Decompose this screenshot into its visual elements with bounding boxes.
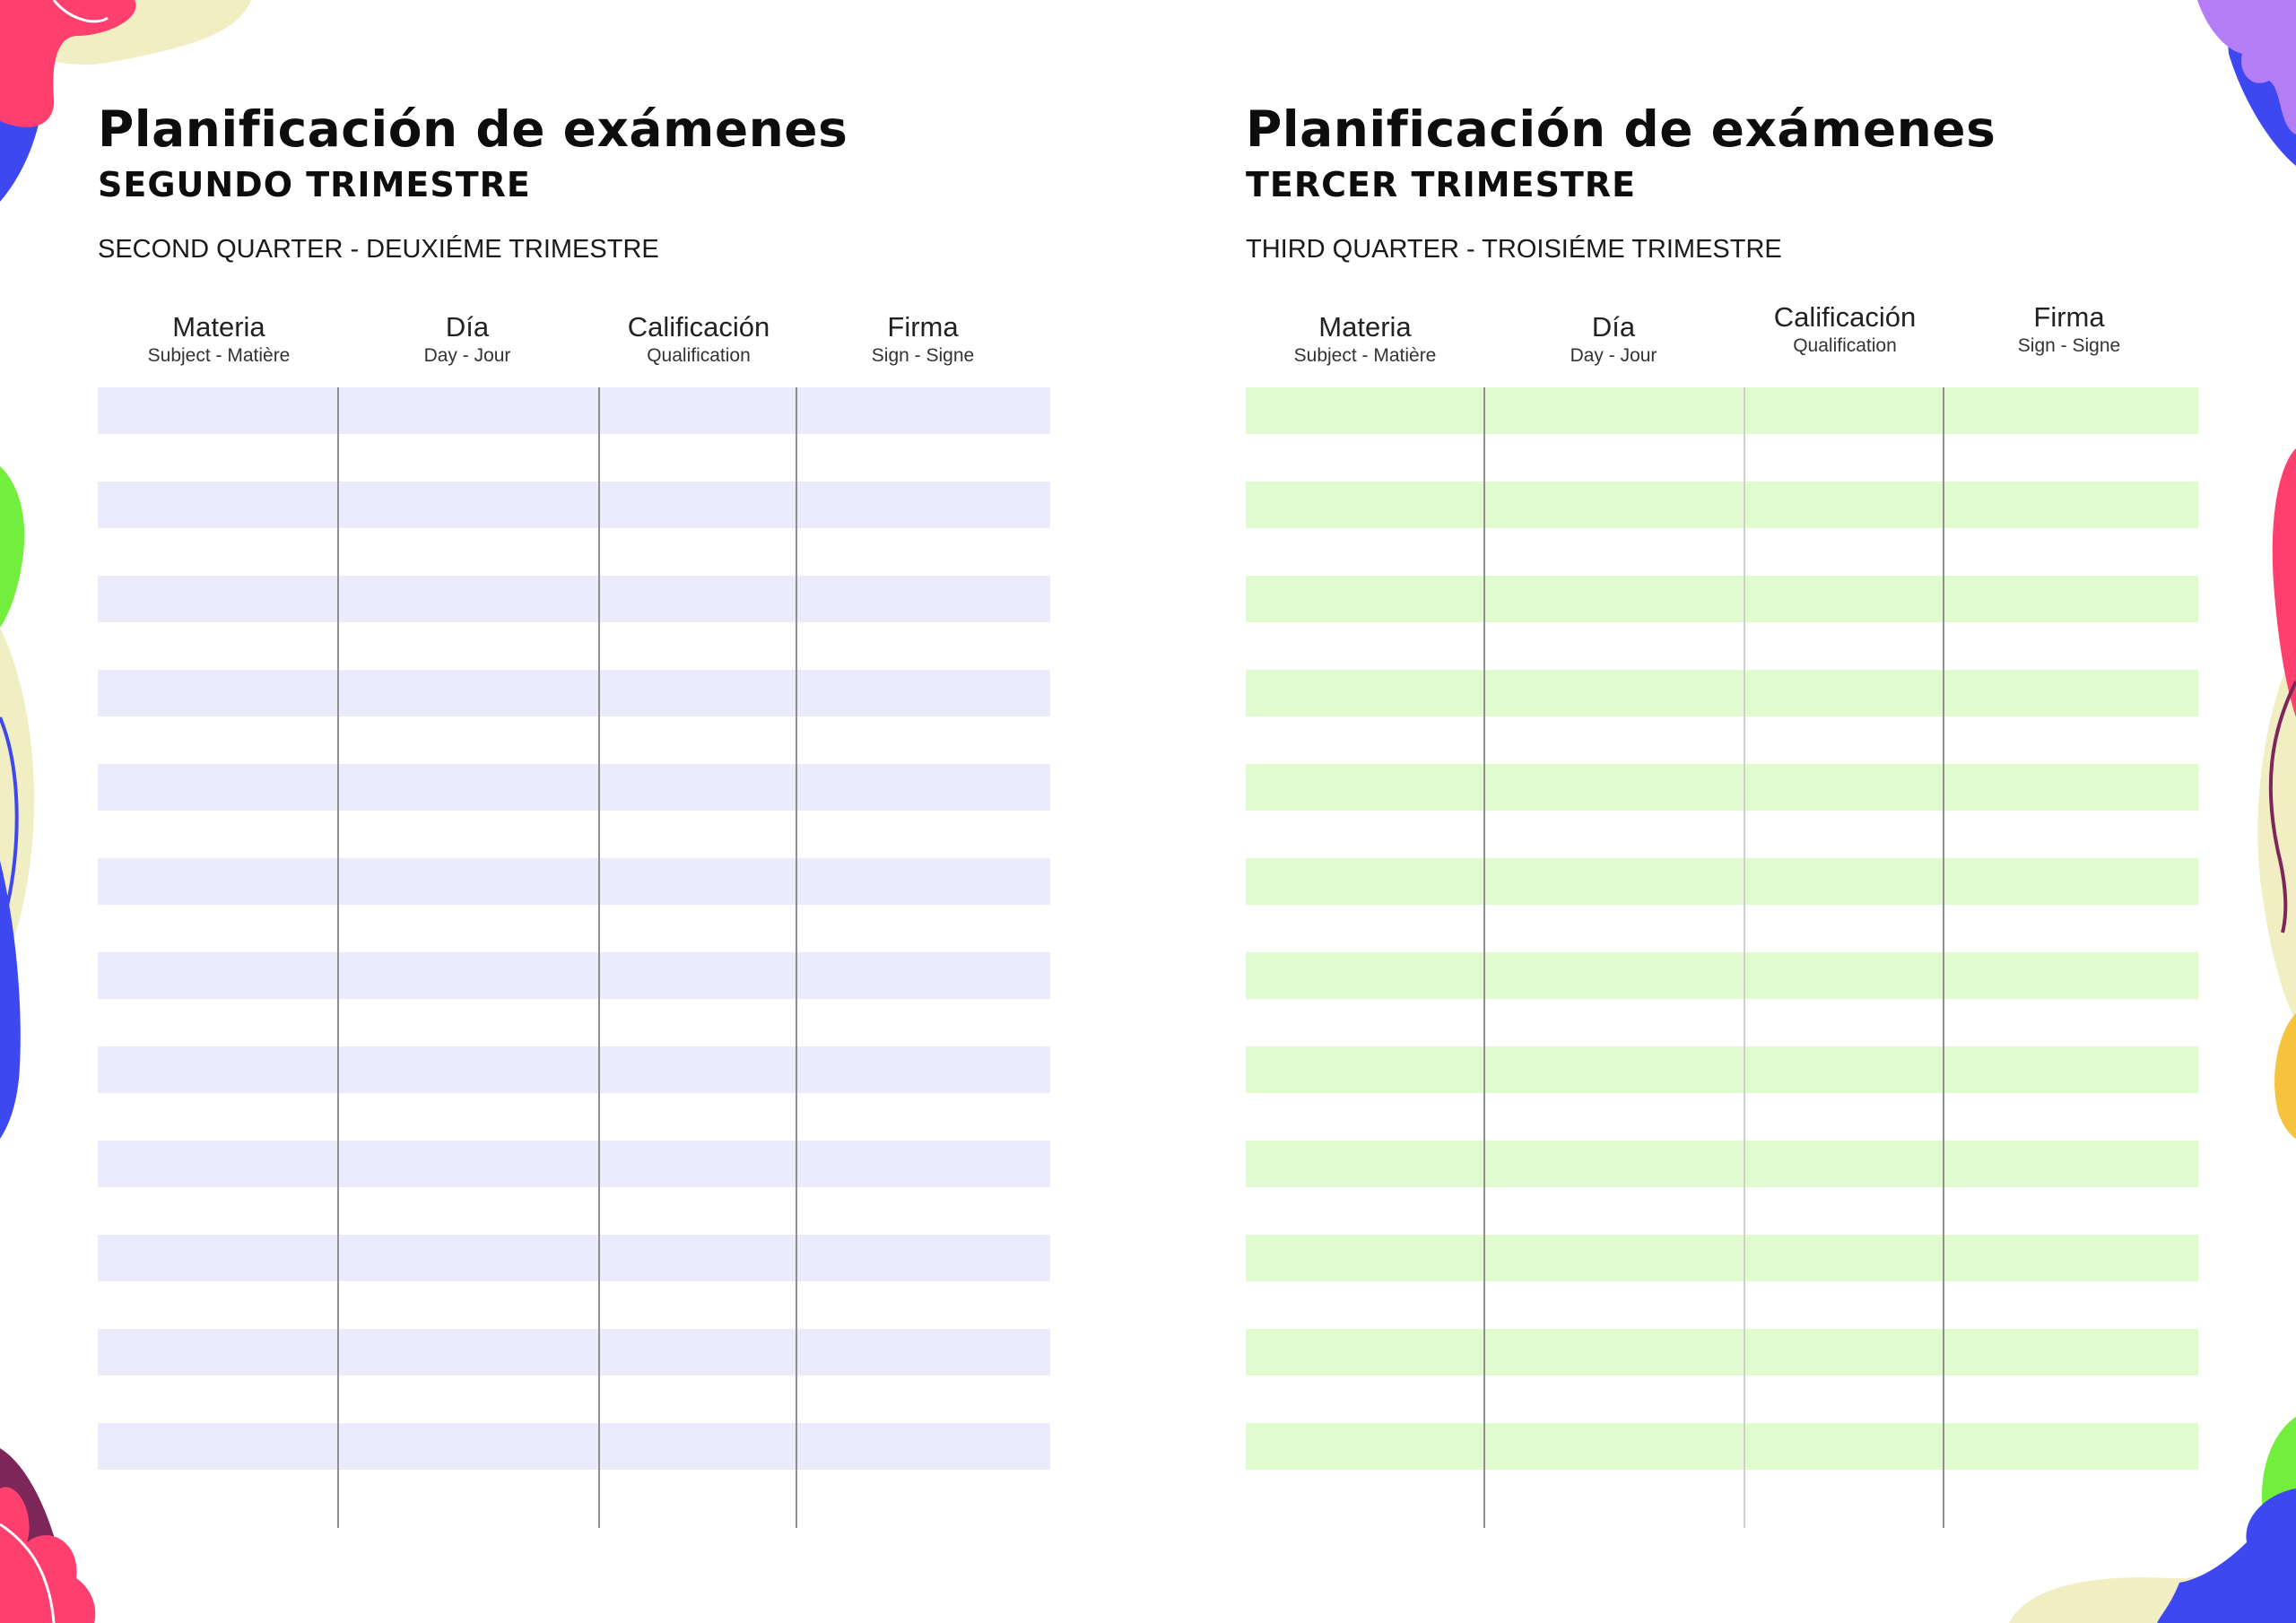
table-row[interactable] — [1246, 1235, 2198, 1281]
table-row[interactable] — [98, 482, 1050, 528]
table-row[interactable] — [1246, 576, 2198, 622]
column-header-subject: Materia Subject - Matière — [148, 310, 291, 368]
table-row[interactable] — [98, 1235, 1050, 1281]
column-header-label: Materia — [172, 311, 265, 343]
table-row[interactable] — [98, 952, 1050, 999]
column-header-label: Firma — [887, 311, 959, 343]
page-title: Planificación de exámenes — [98, 100, 848, 158]
flower-outline-bottom-left — [0, 1523, 56, 1623]
column-divider — [1483, 387, 1485, 1528]
table-row[interactable] — [1246, 670, 2198, 716]
column-header-day: Día Day - Jour — [424, 310, 511, 368]
pink-flower-top-left — [0, 0, 136, 127]
page-tagline: SECOND QUARTER - DEUXIÉME TRIMESTRE — [98, 235, 659, 264]
column-header-signature: Firma Sign - Signe — [2018, 300, 2120, 358]
blue-blob-left — [0, 861, 21, 1139]
table-row[interactable] — [98, 387, 1050, 434]
page-tagline: THIRD QUARTER - TROISIÉME TRIMESTRE — [1246, 235, 1782, 264]
column-divider — [796, 387, 797, 1528]
table-row[interactable] — [1246, 1141, 2198, 1187]
table-row[interactable] — [98, 1329, 1050, 1376]
column-header-sublabel: Qualification — [647, 345, 751, 366]
column-divider — [337, 387, 339, 1528]
column-header-sublabel: Sign - Signe — [2017, 335, 2121, 356]
column-header-sublabel: Subject - Matière — [147, 345, 291, 366]
column-header-label: Día — [445, 311, 490, 343]
page-title: Planificación de exámenes — [1246, 100, 1996, 158]
table-row[interactable] — [1246, 858, 2198, 905]
pink-flower-bottom-left — [0, 1487, 96, 1623]
blue-flower-bottom-right — [2157, 1488, 2296, 1623]
column-header-day: Día Day - Jour — [1570, 310, 1657, 368]
yellow-blob-right — [2274, 1013, 2296, 1139]
page-subtitle: SEGUNDO TRIMESTRE — [98, 165, 531, 204]
green-blob-left — [0, 466, 25, 628]
column-header-label: Día — [1591, 311, 1636, 343]
pink-flower-outline — [52, 0, 109, 23]
table-row[interactable] — [98, 764, 1050, 811]
column-header-subject: Materia Subject - Matière — [1294, 310, 1437, 368]
column-header-sublabel: Day - Jour — [423, 345, 511, 366]
page-subtitle: TERCER TRIMESTRE — [1246, 165, 1637, 204]
pink-blob-right — [2272, 448, 2296, 717]
table-row[interactable] — [1246, 387, 2198, 434]
column-divider — [1744, 387, 1745, 1528]
column-divider — [1943, 387, 1944, 1528]
table-row[interactable] — [1246, 1329, 2198, 1376]
table-row[interactable] — [98, 576, 1050, 622]
table-row[interactable] — [98, 670, 1050, 716]
table-row[interactable] — [1246, 764, 2198, 811]
column-divider — [598, 387, 600, 1528]
purple-flower-top-right — [2197, 0, 2296, 135]
cream-blob-right — [2257, 646, 2296, 1022]
column-header-label: Calificación — [627, 311, 770, 343]
table-row[interactable] — [1246, 1046, 2198, 1093]
table-row[interactable] — [98, 1141, 1050, 1187]
column-header-signature: Firma Sign - Signe — [872, 310, 974, 368]
table-row[interactable] — [98, 1046, 1050, 1093]
column-header-label: Calificación — [1773, 301, 1917, 333]
column-header-grade: Calificación Qualification — [1774, 300, 1917, 358]
column-header-sublabel: Qualification — [1793, 335, 1897, 356]
column-header-label: Firma — [2033, 301, 2105, 333]
column-header-sublabel: Subject - Matière — [1293, 345, 1437, 366]
column-header-grade: Calificación Qualification — [628, 310, 770, 368]
column-header-sublabel: Day - Jour — [1570, 345, 1657, 366]
column-header-label: Materia — [1318, 311, 1412, 343]
table-row[interactable] — [98, 858, 1050, 905]
table-row[interactable] — [1246, 952, 2198, 999]
table-row[interactable] — [1246, 482, 2198, 528]
table-row[interactable] — [98, 1423, 1050, 1470]
column-header-sublabel: Sign - Signe — [871, 345, 975, 366]
table-row[interactable] — [1246, 1423, 2198, 1470]
plum-line-right — [2268, 681, 2296, 933]
purple-line-left — [0, 716, 19, 986]
